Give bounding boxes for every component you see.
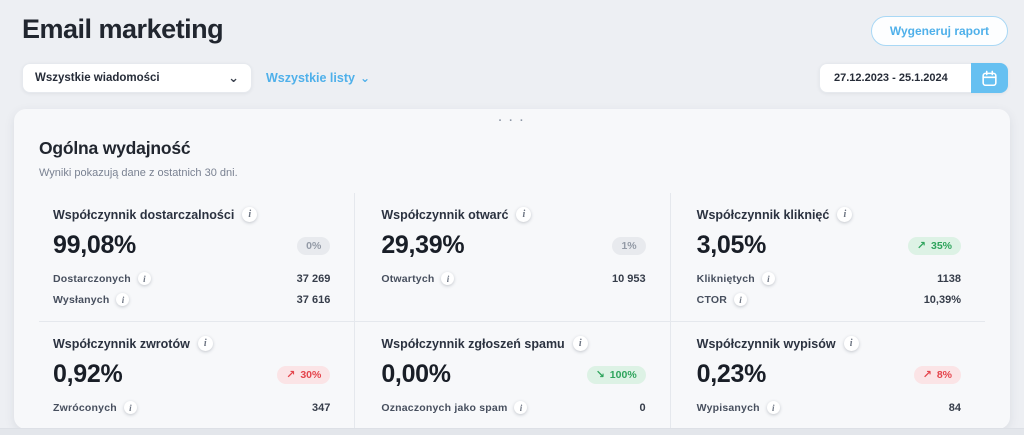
stat-value: 37 269 — [296, 272, 331, 285]
stat-value: 1138 — [937, 272, 961, 285]
stat-label: Otwartych — [381, 272, 435, 285]
info-icon[interactable]: i — [116, 293, 130, 306]
trend-badge-value: 100% — [609, 368, 637, 381]
info-icon[interactable]: i — [734, 293, 748, 306]
calendar-icon — [982, 70, 997, 86]
chevron-down-icon: ⌄ — [359, 71, 370, 85]
metric-value: 3,05% — [696, 231, 767, 259]
stat-value: 0 — [639, 401, 646, 414]
stat-label: CTOR — [696, 293, 728, 306]
trend-badge-value: 8% — [936, 368, 952, 381]
metric-stats: Zwróconych i 347 — [53, 400, 330, 415]
metric-stats: Klikniętych i 1138 CTOR i 10,39% — [697, 271, 961, 307]
drag-handle-icon[interactable]: · · · — [498, 115, 526, 127]
info-icon[interactable]: i — [843, 336, 859, 351]
stat-label: Wysłanych — [53, 293, 110, 306]
stat-label: Oznaczonych jako spam — [381, 401, 508, 414]
trend-badge: ↗ 35% — [907, 236, 961, 255]
info-icon[interactable]: i — [441, 272, 455, 285]
messages-select-value: Wszystkie wiadomości — [35, 72, 160, 84]
metric-stats: Otwartych i 10 953 — [381, 271, 646, 286]
metric-value: 29,39% — [381, 231, 465, 259]
trend-badge: ↘ 100% — [586, 365, 646, 384]
stat-row: Klikniętych i 1138 — [697, 271, 961, 286]
metric-title: Współczynnik otwarć — [381, 207, 509, 222]
trend-badge-value: 35% — [930, 239, 952, 252]
info-icon[interactable]: i — [837, 207, 853, 222]
trend-badge: 0% — [297, 236, 331, 255]
lists-dropdown[interactable]: Wszystkie listy ⌄ — [266, 71, 370, 85]
trend-up-icon: ↗ — [922, 368, 932, 381]
trend-badge: ↗ 8% — [913, 365, 961, 384]
date-range-input[interactable]: 27.12.2023 - 25.1.2024 — [819, 63, 971, 93]
trend-badge-value: 0% — [306, 239, 322, 252]
metric-card: Współczynnik zwrotów i 0,92% ↗ 30% Zwróc… — [39, 321, 355, 429]
info-icon[interactable]: i — [761, 272, 775, 285]
stat-label: Zwróconych — [53, 401, 117, 414]
chevron-down-icon: ⌄ — [228, 70, 239, 85]
metric-stats: Dostarczonych i 37 269 Wysłanych i 37 61… — [53, 271, 330, 307]
top-bar: Email marketing Wygeneruj raport — [0, 0, 1024, 46]
filter-bar: Wszystkie wiadomości ⌄ Wszystkie listy ⌄… — [0, 46, 1024, 93]
next-section-edge — [0, 428, 1024, 435]
trend-badge: 1% — [612, 236, 646, 255]
date-range-picker: 27.12.2023 - 25.1.2024 — [819, 63, 1008, 93]
stat-row: CTOR i 10,39% — [697, 292, 961, 307]
stat-value: 10,39% — [923, 293, 961, 306]
info-icon[interactable]: i — [137, 272, 151, 285]
overall-performance-panel: · · · Ogólna wydajność Wyniki pokazują d… — [14, 109, 1010, 429]
metric-value: 99,08% — [53, 231, 136, 259]
metric-title: Współczynnik kliknięć — [696, 207, 830, 222]
metric-title: Współczynnik zgłoszeń spamu — [381, 336, 565, 351]
stat-row: Otwartych i 10 953 — [381, 271, 646, 286]
metric-title: Współczynnik zwrotów — [53, 336, 190, 351]
metric-stats: Oznaczonych jako spam i 0 — [381, 400, 646, 415]
trend-up-icon: ↗ — [916, 239, 926, 252]
metric-card: Współczynnik dostarczalności i 99,08% 0%… — [39, 193, 354, 321]
metrics-grid: Współczynnik dostarczalności i 99,08% 0%… — [39, 193, 985, 429]
metric-value: 0,23% — [696, 360, 767, 388]
metric-card: Współczynnik otwarć i 29,39% 1% Otwartyc… — [354, 193, 669, 321]
page-title: Email marketing — [22, 14, 224, 44]
metric-title: Współczynnik dostarczalności — [53, 207, 235, 222]
messages-select[interactable]: Wszystkie wiadomości ⌄ — [22, 63, 252, 93]
generate-report-button[interactable]: Wygeneruj raport — [870, 16, 1008, 46]
stat-row: Zwróconych i 347 — [53, 400, 330, 415]
info-icon[interactable]: i — [514, 401, 528, 414]
trend-badge: ↗ 30% — [277, 365, 331, 384]
info-icon[interactable]: i — [242, 207, 258, 222]
date-range-value: 27.12.2023 - 25.1.2024 — [834, 72, 948, 84]
stat-value: 37 616 — [296, 293, 331, 306]
info-icon[interactable]: i — [123, 401, 137, 414]
metric-stats: Wypisanych i 84 — [697, 400, 961, 415]
info-icon[interactable]: i — [572, 336, 588, 351]
metric-card: Współczynnik zgłoszeń spamu i 0,00% ↘ 10… — [354, 321, 670, 429]
metric-title: Współczynnik wypisów — [696, 336, 836, 351]
metric-value: 0,92% — [53, 360, 123, 388]
panel-title: Ogólna wydajność — [39, 138, 191, 158]
trend-badge-value: 30% — [300, 368, 322, 381]
stat-value: 84 — [948, 401, 961, 414]
metric-value: 0,00% — [381, 360, 451, 388]
stat-label: Dostarczonych — [53, 272, 131, 285]
panel-subtitle: Wyniki pokazują dane z ostatnich 30 dni. — [39, 167, 238, 179]
trend-badge-value: 1% — [621, 239, 637, 252]
metric-card: Współczynnik kliknięć i 3,05% ↗ 35% Klik… — [669, 193, 985, 321]
stat-row: Wypisanych i 84 — [697, 400, 961, 415]
trend-up-icon: ↗ — [286, 368, 296, 381]
stat-row: Wysłanych i 37 616 — [53, 292, 330, 307]
stat-label: Wypisanych — [696, 401, 760, 414]
stat-row: Oznaczonych jako spam i 0 — [381, 400, 646, 415]
trend-down-icon: ↘ — [595, 368, 605, 381]
info-icon[interactable]: i — [516, 207, 532, 222]
lists-dropdown-label: Wszystkie listy — [266, 71, 355, 85]
calendar-button[interactable] — [971, 63, 1008, 93]
metric-card: Współczynnik wypisów i 0,23% ↗ 8% Wypisa… — [669, 321, 985, 429]
stat-value: 10 953 — [612, 272, 646, 285]
stat-value: 347 — [311, 401, 331, 414]
stat-row: Dostarczonych i 37 269 — [53, 271, 330, 286]
info-icon[interactable]: i — [766, 401, 780, 414]
stat-label: Klikniętych — [696, 272, 755, 285]
info-icon[interactable]: i — [197, 336, 213, 351]
